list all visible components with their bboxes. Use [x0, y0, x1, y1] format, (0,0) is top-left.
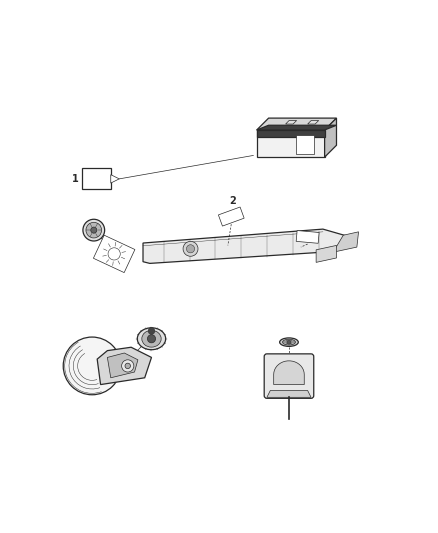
- Ellipse shape: [142, 330, 161, 347]
- Polygon shape: [257, 125, 336, 130]
- Bar: [82, 168, 111, 189]
- Polygon shape: [296, 231, 319, 243]
- Circle shape: [83, 219, 105, 241]
- Polygon shape: [267, 391, 311, 397]
- Circle shape: [187, 245, 194, 253]
- Polygon shape: [97, 347, 152, 385]
- Polygon shape: [93, 235, 135, 272]
- FancyBboxPatch shape: [264, 354, 314, 398]
- Polygon shape: [111, 175, 119, 183]
- Polygon shape: [316, 245, 336, 262]
- Polygon shape: [333, 232, 359, 252]
- Polygon shape: [143, 229, 350, 263]
- Polygon shape: [257, 130, 325, 157]
- Text: 2: 2: [230, 196, 237, 206]
- Polygon shape: [325, 118, 336, 157]
- Circle shape: [148, 328, 155, 334]
- Polygon shape: [257, 130, 325, 137]
- Circle shape: [183, 241, 198, 256]
- Text: 1: 1: [72, 174, 78, 184]
- Polygon shape: [307, 120, 319, 124]
- Polygon shape: [274, 361, 304, 385]
- Circle shape: [148, 335, 155, 343]
- Ellipse shape: [137, 328, 166, 350]
- Circle shape: [122, 360, 134, 372]
- Circle shape: [91, 227, 97, 233]
- Polygon shape: [107, 353, 138, 378]
- Circle shape: [125, 363, 131, 369]
- Polygon shape: [257, 118, 336, 130]
- Bar: [296, 135, 314, 154]
- Polygon shape: [286, 120, 297, 124]
- Ellipse shape: [279, 338, 298, 346]
- Circle shape: [63, 337, 121, 395]
- Polygon shape: [219, 207, 244, 226]
- Circle shape: [287, 340, 291, 344]
- Circle shape: [86, 222, 102, 238]
- Circle shape: [108, 248, 120, 260]
- Ellipse shape: [283, 340, 295, 345]
